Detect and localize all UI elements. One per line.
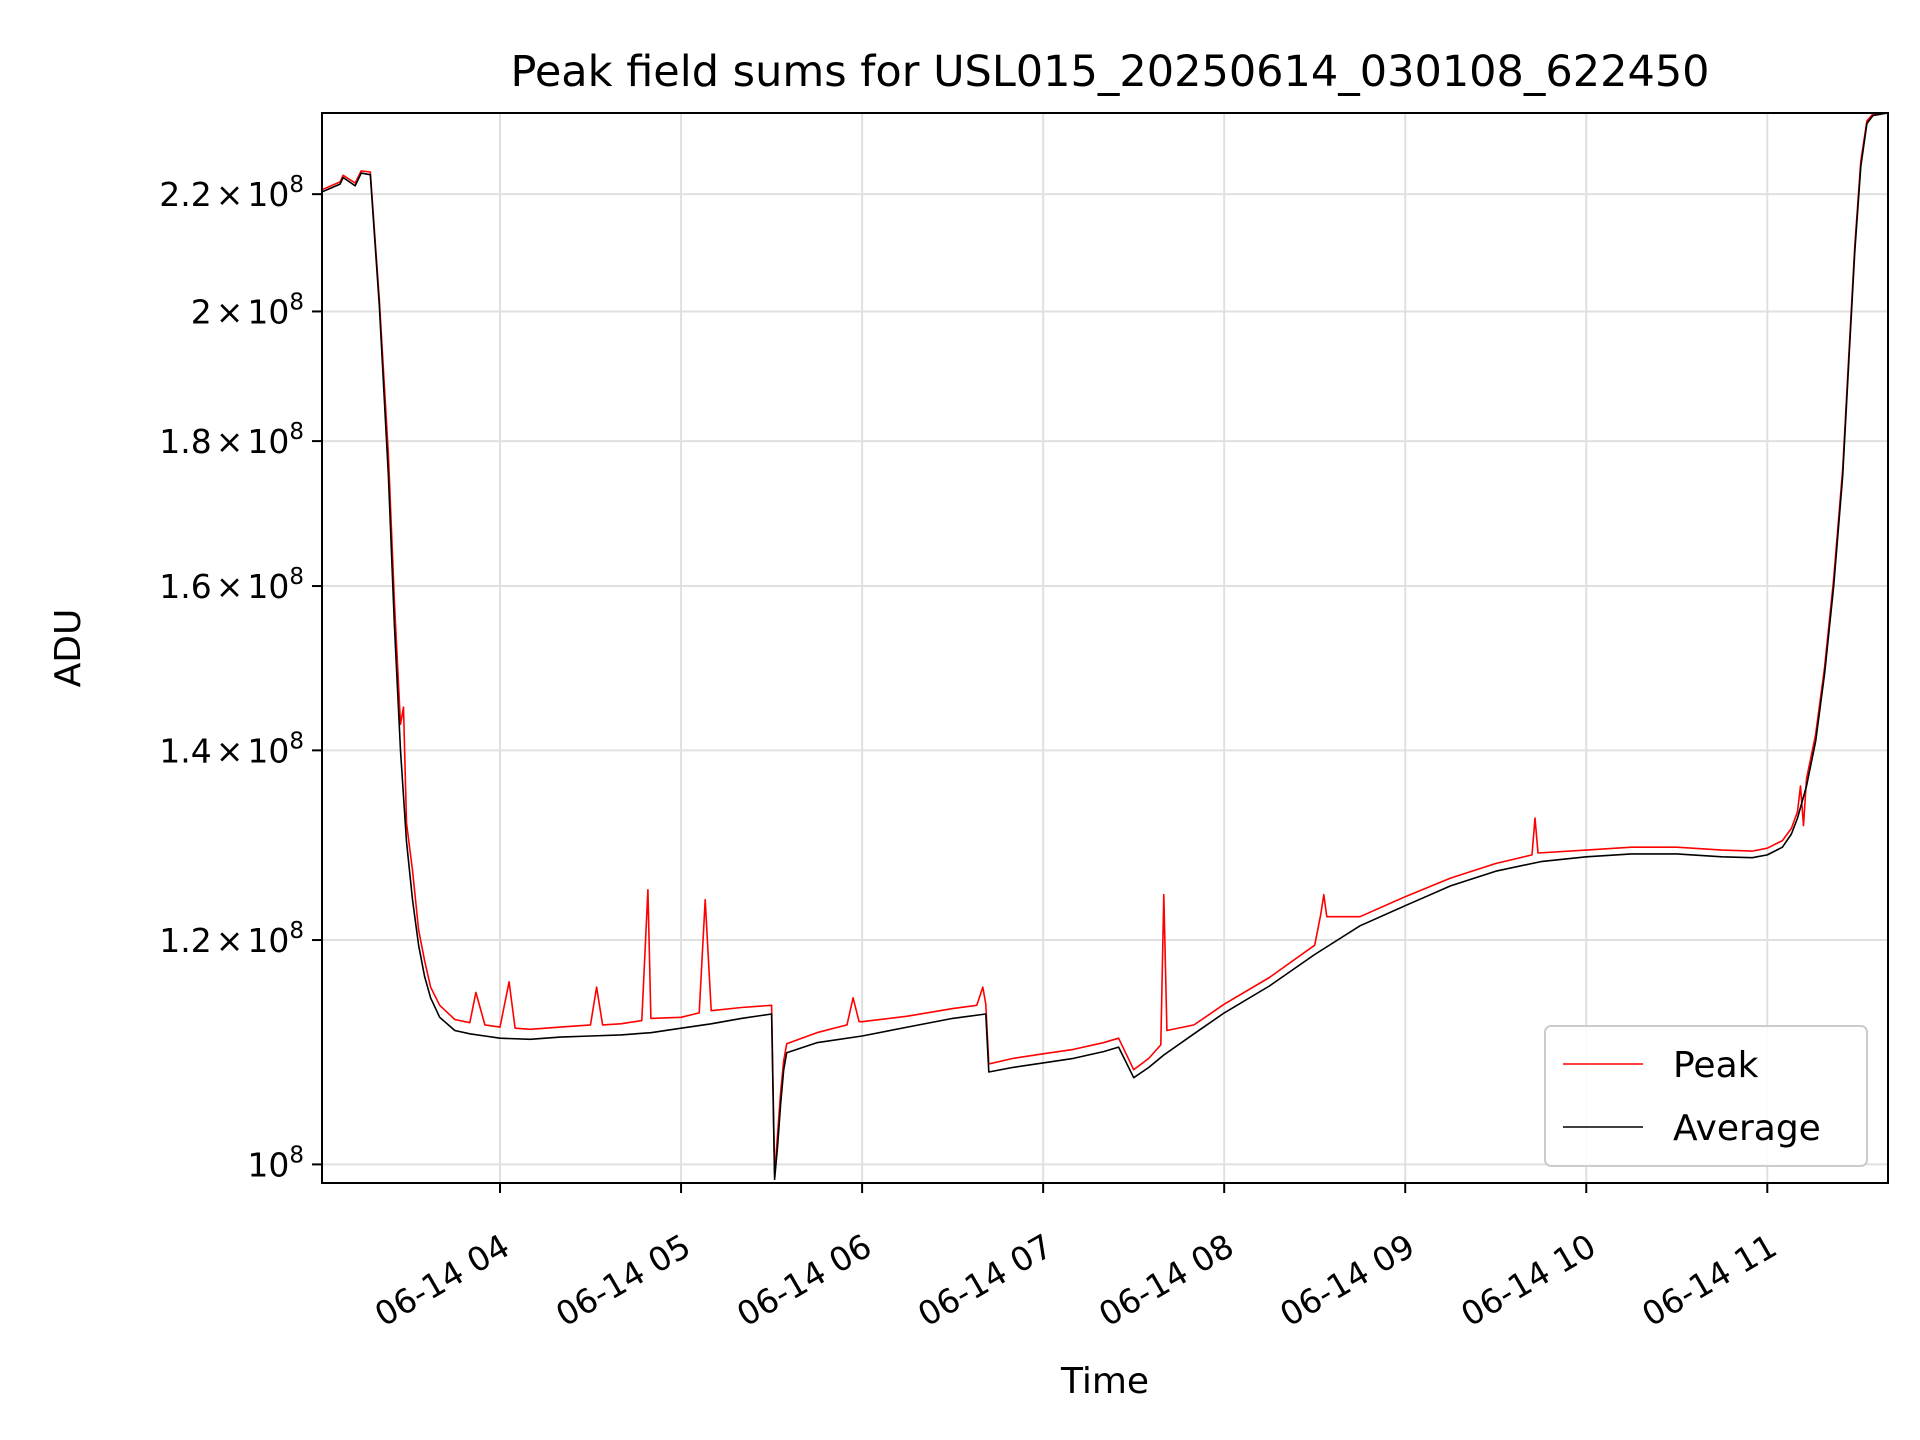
y-tick-mantissa: 1.8	[159, 422, 211, 461]
y-tick-exponent: 8	[289, 1142, 304, 1168]
series-line-peak	[322, 113, 1888, 1176]
y-tick-times: ×	[216, 731, 244, 770]
y-tick-label: 2 × 108	[191, 289, 304, 331]
y-tick-base: 10	[247, 175, 289, 214]
legend-label-average: Average	[1673, 1108, 1821, 1149]
y-tick-exponent: 8	[289, 289, 304, 315]
y-tick-mantissa: 2	[191, 292, 212, 331]
chart-title: Peak field sums for USL015_20250614_0301…	[510, 47, 1709, 97]
y-tick-label: 1.2 × 108	[159, 918, 304, 960]
y-tick-mantissa: 1.6	[159, 567, 211, 606]
legend-label-peak: Peak	[1673, 1045, 1759, 1086]
legend-box	[1544, 1025, 1868, 1167]
grid	[322, 113, 1888, 1183]
legend: Peak Average	[1544, 1025, 1868, 1167]
y-tick-exponent: 8	[289, 419, 304, 445]
y-axis-title: ADU	[48, 609, 89, 688]
y-tick-times: ×	[216, 567, 244, 606]
y-tick-times: ×	[216, 422, 244, 461]
y-tick-exponent: 8	[289, 728, 304, 754]
series-layer	[322, 113, 1888, 1181]
y-tick-base: 10	[247, 292, 289, 331]
y-tick-mantissa: 1.2	[159, 921, 211, 960]
y-tick-base: 10	[247, 731, 289, 770]
y-tick-exponent: 8	[289, 564, 304, 590]
series-line-average	[322, 113, 1888, 1181]
y-tick-exponent: 8	[289, 918, 304, 944]
y-tick-base: 10	[247, 422, 289, 461]
y-tick-base: 10	[247, 921, 289, 960]
y-tick-base: 10	[247, 1145, 289, 1184]
y-tick-label: 108	[247, 1142, 304, 1184]
y-tick-label: 1.4 × 108	[159, 728, 304, 770]
y-tick-times: ×	[216, 175, 244, 214]
y-tick-base: 10	[247, 567, 289, 606]
plot-frame	[321, 112, 1889, 1184]
y-tick-mantissa: 1.4	[159, 731, 211, 770]
y-tick-label: 2.2 × 108	[159, 172, 304, 214]
y-tick-mantissa: 2.2	[159, 175, 211, 214]
y-tick-label: 1.8 × 108	[159, 419, 304, 461]
y-tick-exponent: 8	[289, 172, 304, 198]
y-tick-times: ×	[216, 292, 244, 331]
x-axis-title: Time	[1060, 1361, 1149, 1402]
y-tick-times: ×	[216, 921, 244, 960]
y-tick-label: 1.6 × 108	[159, 564, 304, 606]
